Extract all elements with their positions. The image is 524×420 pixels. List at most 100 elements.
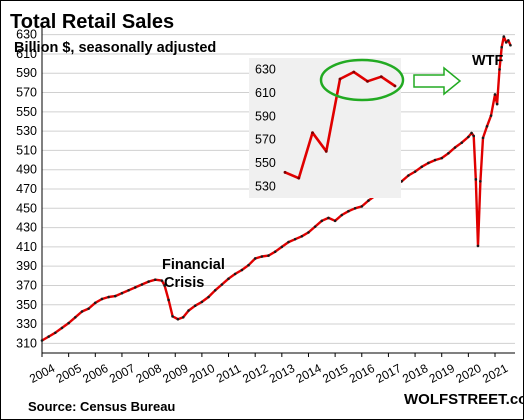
- data-point: [340, 213, 344, 217]
- y-tick-490: 490: [16, 163, 37, 177]
- y-tick-350: 350: [16, 298, 37, 312]
- data-point: [504, 41, 508, 44]
- data-point: [476, 244, 480, 248]
- data-point: [470, 131, 473, 135]
- y-tick-370: 370: [16, 278, 37, 292]
- data-point: [133, 286, 137, 289]
- brand-watermark: WOLFSTREET.com: [404, 391, 524, 408]
- y-tick-470: 470: [16, 182, 37, 196]
- y-tick-570: 570: [16, 86, 37, 100]
- data-point: [87, 307, 90, 310]
- main-x-axis: 2004200520062007200820092010201120122013…: [27, 353, 510, 386]
- inset-y-tick-630: 630: [255, 63, 276, 77]
- inset-y-axis: 630 610 590 570 550 530: [255, 63, 276, 194]
- y-tick-390: 390: [16, 259, 37, 273]
- inset-data-point: [297, 176, 301, 180]
- data-point: [113, 294, 117, 298]
- data-point: [60, 326, 64, 330]
- data-point: [227, 277, 230, 281]
- data-point: [171, 315, 174, 318]
- data-point: [153, 278, 157, 281]
- data-point: [181, 316, 185, 319]
- data-point: [54, 331, 57, 335]
- inset-y-tick-610: 610: [255, 86, 276, 100]
- data-point: [502, 35, 506, 38]
- data-point: [407, 174, 410, 177]
- data-point: [320, 219, 324, 223]
- data-point: [347, 209, 350, 213]
- y-tick-450: 450: [16, 201, 37, 215]
- inset-y-tick-570: 570: [255, 133, 276, 147]
- annotation-crisis: Crisis: [164, 275, 204, 291]
- green-arrow: [413, 66, 462, 96]
- inset-data-point: [352, 70, 356, 74]
- inset-data-point: [338, 77, 342, 81]
- data-point: [447, 152, 450, 155]
- data-point: [176, 317, 180, 321]
- data-point: [313, 225, 317, 228]
- data-point: [507, 39, 510, 42]
- data-point: [200, 300, 204, 304]
- data-point: [489, 114, 493, 117]
- data-point: [327, 216, 330, 220]
- annotation-financial: Financial: [162, 257, 225, 273]
- y-tick-310: 310: [16, 336, 37, 350]
- data-point: [163, 284, 166, 287]
- data-point: [400, 179, 404, 183]
- y-tick-330: 330: [16, 317, 37, 331]
- data-point: [273, 250, 277, 254]
- data-point: [247, 263, 250, 267]
- data-point: [260, 255, 264, 258]
- data-point: [479, 179, 482, 183]
- y-tick-550: 550: [16, 105, 37, 119]
- data-point: [453, 146, 457, 149]
- data-point: [74, 316, 77, 319]
- data-point: [420, 165, 424, 169]
- data-point: [40, 339, 44, 342]
- data-point: [360, 205, 364, 208]
- inset-data-point: [324, 149, 328, 153]
- data-point: [140, 283, 144, 286]
- data-point: [120, 291, 124, 295]
- y-tick-630: 630: [16, 28, 37, 42]
- data-point: [167, 298, 170, 302]
- data-point: [213, 288, 217, 292]
- chart-subtitle: Billion $, seasonally adjusted: [14, 40, 216, 56]
- data-point: [440, 156, 444, 160]
- y-tick-610: 610: [16, 47, 37, 61]
- data-point: [147, 280, 150, 283]
- x-tick-2010: 2010: [187, 361, 217, 386]
- inset-y-tick-530: 530: [255, 179, 276, 193]
- data-point: [485, 124, 489, 128]
- annotation-wtf: WTF: [472, 53, 504, 69]
- main-y-axis: 310 330 350 370 390 410 430 450 470 490 510 530 550 5…: [16, 28, 37, 351]
- inset-data-point: [393, 84, 397, 88]
- data-point: [481, 136, 485, 140]
- data-point: [427, 161, 430, 165]
- data-point: [93, 301, 97, 305]
- inset-y-tick-550: 550: [255, 156, 276, 170]
- data-point: [207, 295, 210, 299]
- data-point: [333, 219, 337, 223]
- data-point: [287, 240, 290, 244]
- data-point: [293, 237, 297, 241]
- y-tick-410: 410: [16, 240, 37, 254]
- data-point: [472, 134, 475, 138]
- chart-title: Total Retail Sales: [10, 11, 174, 33]
- data-point: [193, 304, 197, 308]
- highlight-ellipse: [319, 58, 405, 102]
- inset-series: [283, 70, 397, 180]
- data-point: [67, 321, 70, 325]
- data-point: [47, 335, 50, 338]
- data-point: [107, 295, 110, 299]
- data-point: [100, 297, 104, 301]
- data-point: [413, 170, 417, 173]
- data-point: [498, 68, 501, 71]
- data-point: [220, 283, 224, 286]
- data-point: [187, 309, 190, 312]
- data-point: [233, 272, 237, 276]
- y-tick-590: 590: [16, 66, 37, 80]
- data-point: [467, 135, 470, 139]
